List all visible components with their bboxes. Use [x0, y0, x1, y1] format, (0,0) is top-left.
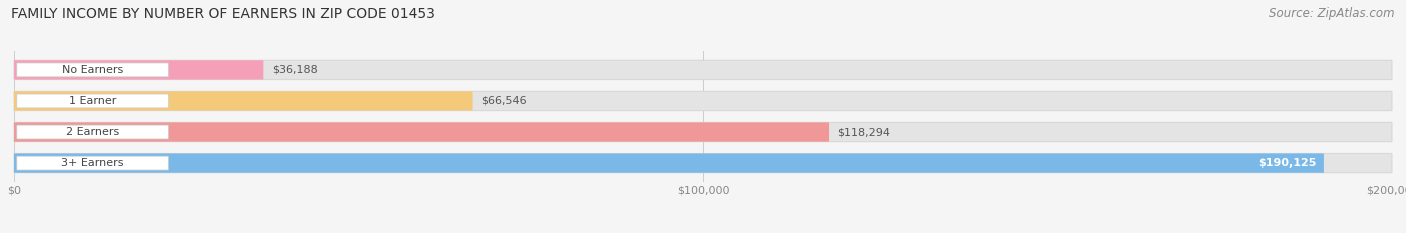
Text: $190,125: $190,125 — [1258, 158, 1317, 168]
FancyBboxPatch shape — [17, 63, 169, 77]
FancyBboxPatch shape — [14, 122, 1392, 142]
FancyBboxPatch shape — [17, 156, 169, 170]
FancyBboxPatch shape — [14, 154, 1324, 173]
FancyBboxPatch shape — [14, 91, 1392, 111]
Text: No Earners: No Earners — [62, 65, 124, 75]
FancyBboxPatch shape — [14, 122, 830, 142]
FancyBboxPatch shape — [17, 94, 169, 108]
Text: FAMILY INCOME BY NUMBER OF EARNERS IN ZIP CODE 01453: FAMILY INCOME BY NUMBER OF EARNERS IN ZI… — [11, 7, 434, 21]
Text: 3+ Earners: 3+ Earners — [62, 158, 124, 168]
Text: $118,294: $118,294 — [838, 127, 890, 137]
Text: $66,546: $66,546 — [481, 96, 526, 106]
Text: $36,188: $36,188 — [271, 65, 318, 75]
FancyBboxPatch shape — [17, 125, 169, 139]
FancyBboxPatch shape — [14, 154, 1392, 173]
FancyBboxPatch shape — [14, 60, 263, 79]
Text: 1 Earner: 1 Earner — [69, 96, 117, 106]
Text: 2 Earners: 2 Earners — [66, 127, 120, 137]
FancyBboxPatch shape — [14, 91, 472, 111]
FancyBboxPatch shape — [14, 60, 1392, 79]
Text: Source: ZipAtlas.com: Source: ZipAtlas.com — [1270, 7, 1395, 20]
